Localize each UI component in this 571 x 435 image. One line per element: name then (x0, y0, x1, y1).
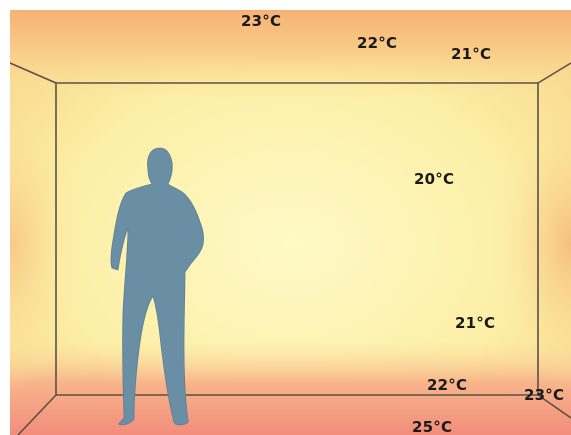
temp-label-floor-corner-right: 23°C (524, 386, 565, 404)
temp-label-upper-right: 21°C (451, 45, 492, 63)
temp-label-floor: 25°C (412, 418, 453, 435)
room-edges (10, 62, 571, 435)
room-background (10, 10, 571, 435)
temp-label-ceiling-center: 23°C (241, 12, 282, 30)
temp-label-near-floor-right: 22°C (427, 376, 468, 394)
temp-label-lower-right: 21°C (455, 314, 496, 332)
temp-label-middle-right: 20°C (414, 170, 455, 188)
room-illustration (10, 10, 571, 435)
temp-label-ceiling-right: 22°C (357, 34, 398, 52)
